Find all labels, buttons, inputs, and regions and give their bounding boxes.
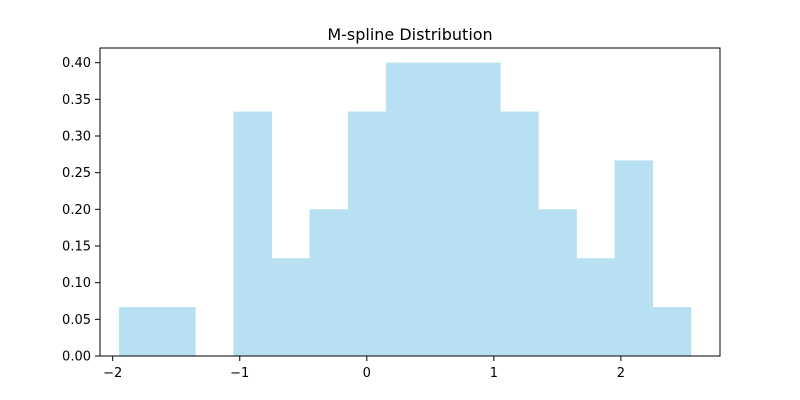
histogram-bar-0 [119, 307, 158, 356]
bars-layer [119, 62, 692, 357]
histogram-bar-8 [423, 62, 463, 357]
histogram-bar-5 [309, 209, 349, 356]
x-tick-label: 1 [490, 366, 498, 381]
histogram-bar-4 [271, 258, 311, 356]
plot-frame [99, 47, 721, 357]
histogram-bar-10 [500, 111, 539, 356]
x-tick-label: −1 [230, 366, 249, 381]
y-tick-label: 0.05 [62, 313, 91, 328]
chart-title: M-spline Distribution [327, 25, 492, 44]
y-axis: 0.00 0.05 0.10 0.15 0.20 0.25 0.30 0.35 0.40 [62, 56, 100, 365]
histogram-bar-12 [576, 258, 615, 356]
y-tick-label: 0.35 [62, 93, 91, 108]
y-tick-label: 0.15 [62, 240, 91, 255]
histogram-bar-13 [614, 160, 654, 356]
histogram-bar-11 [538, 209, 577, 356]
y-tick-label: 0.20 [62, 203, 91, 218]
histogram-bar-1 [157, 307, 196, 356]
histogram-bar-3 [233, 111, 272, 356]
x-tick-label: 2 [617, 366, 625, 381]
histogram-bar-14 [652, 307, 692, 356]
x-axis: −2 −1 0 1 2 [103, 356, 625, 381]
histogram-bar-9 [462, 62, 501, 357]
y-tick-label: 0.30 [62, 130, 91, 145]
x-tick-label: −2 [103, 366, 122, 381]
y-tick-label: 0.25 [62, 166, 91, 181]
y-tick-label: 0.10 [62, 276, 91, 291]
x-tick-label: 0 [363, 366, 371, 381]
y-tick-label: 0.40 [62, 56, 91, 71]
y-tick-label: 0.00 [62, 350, 91, 365]
histogram-bar-7 [385, 62, 425, 357]
histogram-bar-6 [347, 111, 387, 356]
